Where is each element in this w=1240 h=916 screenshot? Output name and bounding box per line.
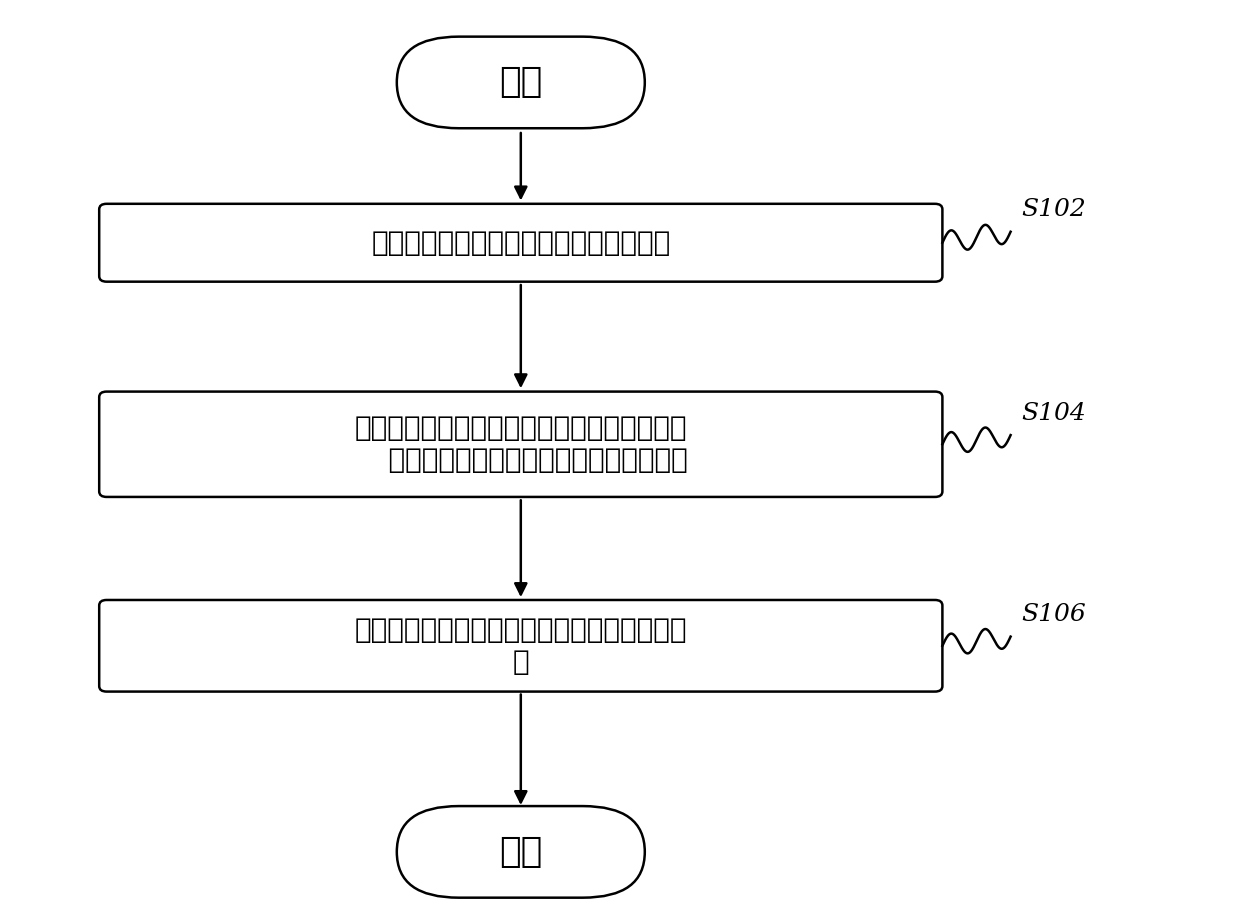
FancyBboxPatch shape — [397, 37, 645, 128]
Text: 当变化曲线超出预设合格曲线范围时，发出提
醒: 当变化曲线超出预设合格曲线范围时，发出提 醒 — [355, 616, 687, 676]
Text: S104: S104 — [1022, 401, 1086, 425]
FancyBboxPatch shape — [99, 600, 942, 692]
Text: 结束: 结束 — [500, 834, 542, 869]
Text: S102: S102 — [1022, 198, 1086, 222]
Text: 获取车辆的制动踏板的受力和产生的行程: 获取车辆的制动踏板的受力和产生的行程 — [371, 229, 671, 256]
Text: 开始: 开始 — [500, 65, 542, 100]
Text: 根据受力和行程生成力与行程的变化曲线，并
    将变化曲线与预设合格曲线范围进行比较: 根据受力和行程生成力与行程的变化曲线，并 将变化曲线与预设合格曲线范围进行比较 — [353, 414, 688, 474]
FancyBboxPatch shape — [397, 806, 645, 898]
FancyBboxPatch shape — [99, 392, 942, 496]
Text: S106: S106 — [1022, 603, 1086, 627]
FancyBboxPatch shape — [99, 204, 942, 282]
